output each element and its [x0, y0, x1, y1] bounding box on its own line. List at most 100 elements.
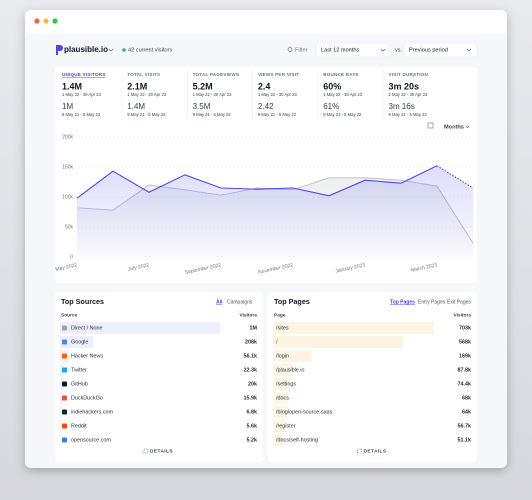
row-label[interactable]: /register: [276, 423, 296, 429]
current-visitors[interactable]: 42 current visitors: [128, 47, 172, 53]
bar: [273, 322, 434, 334]
column-header: Visitors: [239, 312, 257, 318]
x-tick-label: March 2023: [411, 262, 438, 273]
filter-button[interactable]: Filter: [295, 47, 308, 53]
row-label[interactable]: Hacker News: [71, 353, 103, 359]
row-label[interactable]: Twitter: [71, 367, 87, 373]
tab[interactable]: Campaigns: [227, 299, 253, 305]
row-value: 568k: [459, 339, 471, 345]
source-icon: [62, 353, 67, 359]
row-value: 15.9k: [244, 395, 258, 401]
bar: [60, 406, 62, 418]
row-value: 56.1k: [244, 353, 258, 359]
period-chevron: [380, 48, 386, 52]
column-header: Source: [61, 312, 78, 318]
row-label[interactable]: /blog/open-source-saas: [276, 409, 333, 415]
y-tick-label: 50k: [65, 224, 74, 230]
source-icon: [62, 409, 67, 415]
stat-label[interactable]: VIEWS PER VISIT: [258, 72, 299, 77]
interval-select[interactable]: Months: [444, 124, 464, 130]
bar: [273, 434, 285, 446]
site-name[interactable]: plausible.io: [64, 45, 108, 54]
row-value: 208k: [245, 339, 257, 345]
row-label[interactable]: /plausible.io: [276, 367, 304, 373]
download-icon[interactable]: [427, 122, 434, 129]
row-value: 20k: [248, 381, 257, 387]
column-header: Page: [274, 312, 286, 318]
stat-label[interactable]: BOUNCE RATE: [323, 72, 359, 77]
row-value: 64k: [462, 409, 471, 415]
row-label[interactable]: /docs: [276, 395, 289, 401]
details-icon: [143, 448, 149, 454]
minimize-button[interactable]: [43, 18, 49, 24]
row-label[interactable]: /: [276, 339, 278, 345]
tab[interactable]: All: [216, 299, 223, 305]
row-label[interactable]: Reddit: [71, 423, 87, 429]
stat-label[interactable]: TOTAL PAGEVIEWS: [193, 72, 240, 77]
details-button[interactable]: DETAILS: [150, 448, 173, 454]
stat-previous-range: 9 May 21 - 5 May 22: [127, 112, 166, 117]
stat-range: 1 May 22 - 30 Apr 23: [127, 92, 167, 97]
bar: [60, 378, 64, 390]
row-label[interactable]: /sites: [276, 325, 289, 331]
bar: [60, 336, 94, 348]
title-bar: [25, 10, 507, 34]
x-tick-label: July 2022: [128, 262, 150, 272]
interval-chevron: [465, 125, 470, 129]
comparison-label: Previous period: [409, 47, 448, 53]
stat-value: 5.2M: [193, 81, 213, 91]
source-icon: [62, 423, 67, 429]
row-label[interactable]: /settings: [276, 381, 296, 387]
bar: [273, 350, 312, 362]
bar: [273, 364, 294, 376]
source-icon: [62, 381, 67, 387]
stat-value: 2.4: [258, 81, 271, 91]
stat-previous: 3.5M: [193, 102, 211, 111]
row-value: 22.3k: [244, 367, 258, 373]
period-select[interactable]: [315, 42, 391, 58]
row-label[interactable]: /login: [276, 353, 289, 359]
stat-value: 3m 20s: [389, 81, 420, 91]
stat-previous-range: 9 May 21 - 5 May 22: [258, 112, 297, 117]
card-title: Top Sources: [61, 297, 104, 306]
row-label[interactable]: DuckDuckGo: [71, 395, 103, 401]
row-value: 1M: [250, 325, 258, 331]
tab[interactable]: Entry Pages: [418, 299, 446, 305]
row-label[interactable]: /docs/self-hosting: [276, 437, 318, 443]
comparison-select[interactable]: [403, 42, 478, 58]
row-label[interactable]: indiehackers.com: [71, 409, 113, 415]
comparison-chevron: [466, 48, 472, 52]
stat-value: 2.1M: [127, 81, 147, 91]
bar: [60, 322, 220, 334]
stat-label[interactable]: VISIT DURATION: [389, 72, 429, 77]
stat-range: 1 May 22 - 30 Apr 23: [62, 92, 102, 97]
stat-label[interactable]: TOTAL VISITS: [127, 72, 160, 77]
bar: [273, 392, 289, 404]
row-value: 68k: [462, 395, 471, 401]
maximize-button[interactable]: [52, 18, 58, 24]
row-value: 5.2k: [247, 437, 258, 443]
stat-range: 1 May 22 - 30 Apr 23: [258, 92, 298, 97]
row-label[interactable]: GitHub: [71, 381, 88, 387]
row-label[interactable]: Google: [71, 339, 88, 345]
stat-value: 60%: [323, 81, 341, 91]
row-label[interactable]: Direct / None: [71, 325, 102, 331]
stat-label[interactable]: UNIQUE VISITORS: [62, 72, 106, 77]
bar: [60, 420, 61, 432]
stat-range: 1 May 22 - 30 Apr 23: [323, 92, 363, 97]
bar: [60, 364, 64, 376]
tab[interactable]: Top Pages: [390, 299, 415, 305]
close-button[interactable]: [34, 18, 40, 24]
stat-previous-range: 9 May 21 - 5 May 22: [193, 112, 232, 117]
stat-previous: 3m 16s: [389, 102, 415, 111]
period-label: Last 12 months: [321, 47, 359, 53]
tab[interactable]: Exit Pages: [447, 299, 471, 305]
details-button[interactable]: DETAILS: [364, 448, 387, 454]
row-label[interactable]: opensource.com: [71, 437, 111, 443]
stat-previous: 61%: [323, 102, 339, 111]
y-tick-label: 0: [70, 254, 73, 260]
stat-previous-range: 9 May 21 - 5 May 22: [389, 112, 428, 117]
